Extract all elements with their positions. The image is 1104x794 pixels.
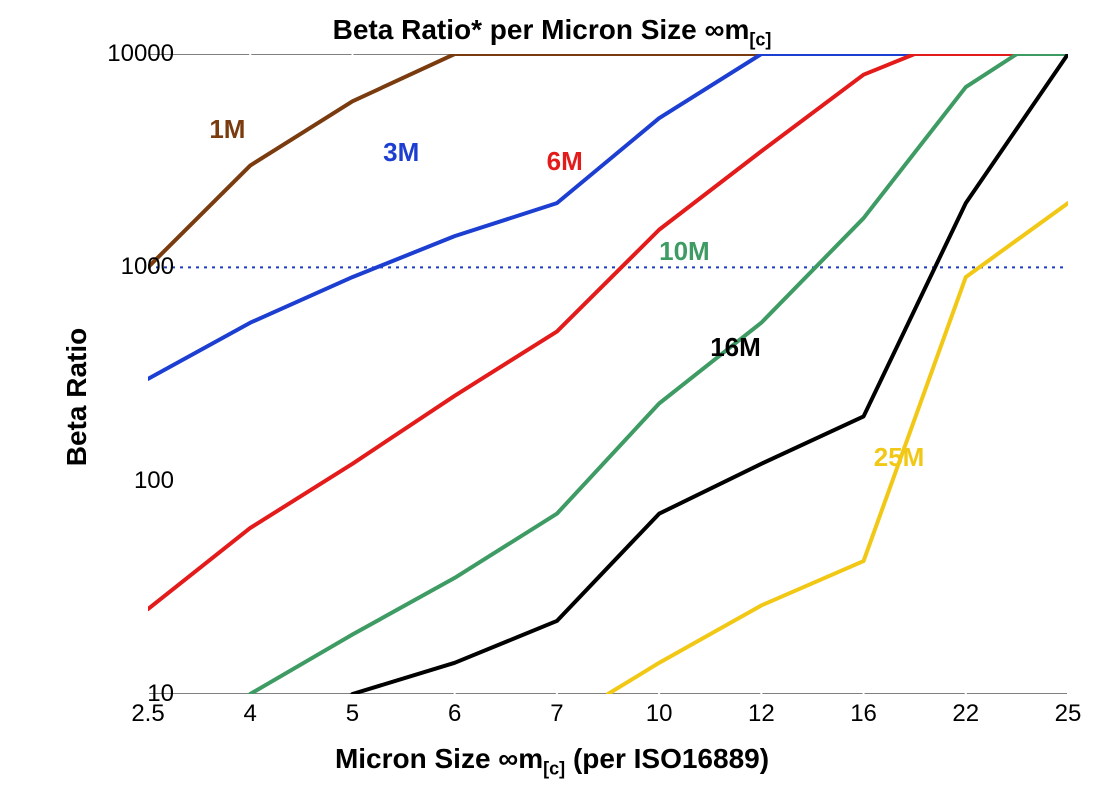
y-tick: 100 xyxy=(134,467,174,495)
y-tick: 10000 xyxy=(107,40,174,68)
series-16M xyxy=(352,54,1068,694)
series-label-3M: 3M xyxy=(383,137,419,168)
x-tick: 25 xyxy=(1055,700,1082,728)
x-tick: 16 xyxy=(850,700,877,728)
x-tick: 4 xyxy=(244,700,257,728)
x-tick: 6 xyxy=(448,700,461,728)
beta-ratio-chart: Beta Ratio* per Micron Size ∞m[c] Beta R… xyxy=(0,0,1104,794)
series-6M xyxy=(148,54,1068,609)
series-label-16M: 16M xyxy=(710,332,761,363)
x-tick: 12 xyxy=(748,700,775,728)
plot-area xyxy=(148,54,1068,694)
x-tick: 22 xyxy=(952,700,979,728)
plot-svg xyxy=(148,54,1068,694)
series-label-10M: 10M xyxy=(659,236,710,267)
series-label-25M: 25M xyxy=(874,442,925,473)
series-25M xyxy=(608,203,1068,694)
series-label-6M: 6M xyxy=(547,146,583,177)
x-tick: 10 xyxy=(646,700,673,728)
x-tick: 2.5 xyxy=(131,700,164,728)
x-tick: 5 xyxy=(346,700,359,728)
x-axis-label: Micron Size ∞m[c] (per ISO16889) xyxy=(0,743,1104,780)
series-3M xyxy=(148,54,1068,379)
y-tick: 1000 xyxy=(121,253,174,281)
x-tick: 7 xyxy=(550,700,563,728)
y-axis-label: Beta Ratio xyxy=(61,328,93,466)
series-label-1M: 1M xyxy=(209,114,245,145)
